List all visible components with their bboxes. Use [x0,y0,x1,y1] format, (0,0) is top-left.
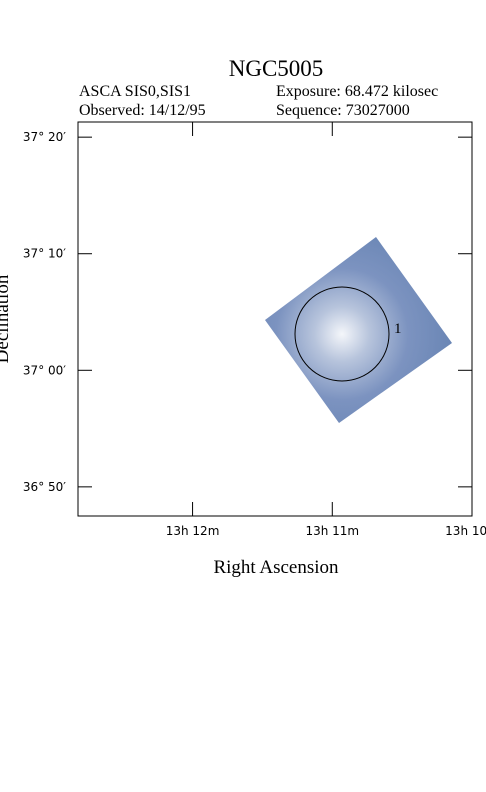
plot-frame [77,121,473,517]
source-region [294,286,390,382]
y-tick-label: 37° 20′ [23,130,66,144]
y-tick-label: 37° 00′ [23,363,66,377]
observed: Observed: 14/12/95 [79,102,206,119]
x-tick-label: 13h 10m [445,524,486,538]
sequence: Sequence: 73027000 [276,102,410,119]
y-tick-label: 37° 10′ [23,247,66,261]
instrument: ASCA SIS0,SIS1 [79,83,191,100]
y-tick-label: 36° 50′ [23,480,66,494]
chart-title: NGC5005 [229,56,324,81]
x-axis-label: Right Ascension [213,557,339,578]
x-tick-label: 13h 11m [305,524,359,538]
x-tick-label: 13h 12m [166,524,220,538]
exposure: Exposure: 68.472 kilosec [276,83,438,100]
y-axis-label: Declination [0,274,13,363]
region-label: 1 [394,321,402,337]
sky-image [265,237,452,423]
